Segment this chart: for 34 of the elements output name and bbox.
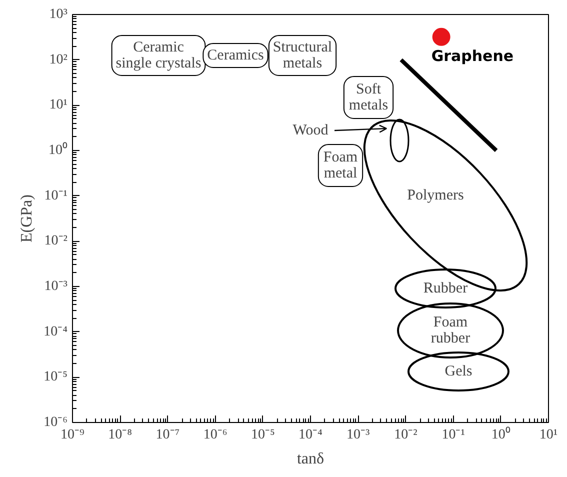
y-tick-label: 10⁰ — [48, 142, 68, 158]
x-axis-title: tanδ — [296, 450, 324, 468]
annotation: Ceramics — [207, 48, 264, 64]
y-tick-label: 10⁻⁵ — [44, 370, 68, 385]
y-tick-label: 10² — [49, 52, 68, 68]
y-tick-label: 10⁻⁶ — [44, 415, 68, 430]
x-tick-label: 10⁻⁹ — [60, 428, 85, 442]
x-tick-label: 10⁻⁸ — [108, 428, 132, 442]
x-tick-label: 10⁻⁴ — [298, 428, 323, 442]
y-tick-label: 10⁻² — [44, 234, 68, 249]
y-tick-label: 10⁻⁴ — [44, 324, 68, 340]
annotation: Ceramic single crystals — [116, 40, 202, 72]
x-tick-label: 10⁻¹ — [442, 428, 465, 442]
x-tick-label: 10⁻⁵ — [250, 428, 275, 442]
y-tick-label: 10³ — [49, 7, 68, 22]
x-tick-label: 10⁻⁶ — [203, 428, 228, 442]
annotation: Wood — [292, 122, 329, 138]
annotation: Soft metals — [348, 82, 388, 114]
annotation: Polymers — [407, 188, 464, 204]
y-axis-title: E(GPa) — [18, 194, 36, 242]
x-tick-label: 10⁻² — [394, 428, 418, 442]
y-tick-label: 10¹ — [49, 98, 68, 113]
x-tick-label: 10⁻⁷ — [156, 428, 180, 442]
x-tick-label: 10⁻³ — [346, 428, 370, 442]
annotation: Rubber — [423, 280, 468, 296]
series-label: Graphene — [431, 46, 514, 65]
x-tick-label: 10¹ — [539, 428, 558, 442]
annotation: Foam metal — [323, 150, 358, 182]
x-tick-label: 10⁰ — [491, 426, 510, 442]
y-tick-label: 10⁻³ — [44, 279, 68, 294]
y-tick-label: 10⁻¹ — [44, 188, 68, 204]
annotation: Foam rubber — [430, 314, 470, 346]
annotation: Structural metals — [272, 40, 332, 72]
annotation: Gels — [444, 364, 472, 380]
